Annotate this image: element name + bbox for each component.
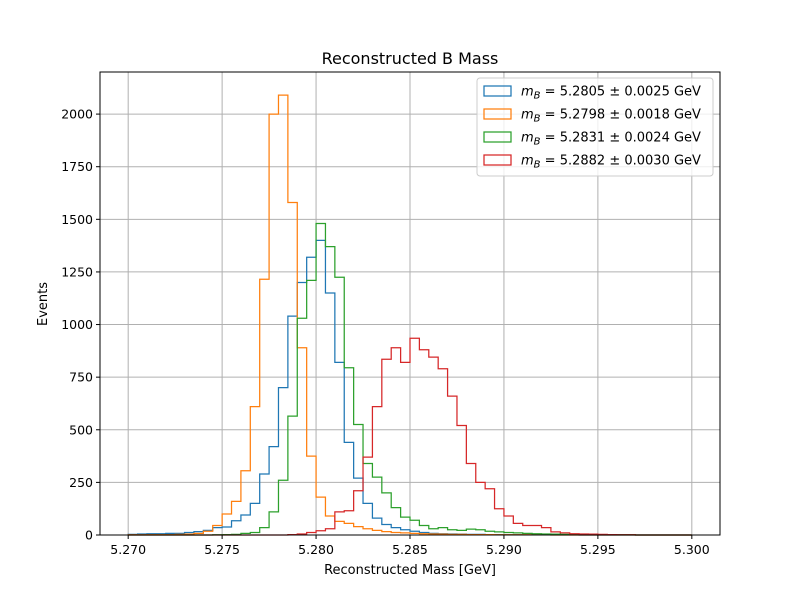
legend-swatch (483, 108, 512, 120)
y-tick-label: 2000 (61, 107, 93, 122)
legend-label: mB = 5.2798 ± 0.0018 GeV (521, 108, 701, 125)
x-tick-label: 5.270 (110, 542, 146, 557)
y-axis-label: Events (36, 282, 51, 326)
y-tick-label: 250 (69, 475, 93, 490)
legend-box (476, 77, 714, 177)
legend-label: mB = 5.2831 ± 0.0024 GeV (521, 131, 701, 148)
legend-swatch (483, 154, 512, 166)
y-tick-label: 500 (69, 422, 93, 437)
legend-swatch (483, 131, 512, 143)
legend-swatch (483, 85, 512, 97)
y-tick-label: 1250 (61, 264, 93, 279)
legend-label: mB = 5.2882 ± 0.0030 GeV (521, 154, 701, 171)
histogram-series-3 (128, 222, 692, 536)
x-tick-label: 5.275 (204, 542, 240, 557)
y-axis-ticks: 0 250 500 750 1000 1250 1500 1750 2000 (61, 107, 100, 543)
x-tick-label: 5.290 (486, 542, 522, 557)
y-tick-label: 1500 (61, 212, 93, 227)
y-tick-label: 750 (69, 370, 93, 385)
x-axis-ticks: 5.270 5.275 5.280 5.285 5.290 5.295 5.300 (110, 535, 710, 557)
y-tick-label: 1000 (61, 317, 93, 332)
x-tick-label: 5.280 (298, 542, 334, 557)
x-tick-label: 5.295 (580, 542, 616, 557)
x-tick-label: 5.300 (674, 542, 710, 557)
legend: mB = 5.2805 ± 0.0025 GeV mB = 5.2798 ± 0.… (476, 77, 714, 177)
y-tick-label: 0 (85, 528, 93, 543)
x-axis-label: Reconstructed Mass [GeV] (324, 563, 496, 578)
x-tick-label: 5.285 (392, 542, 428, 557)
y-tick-label: 1750 (61, 159, 93, 174)
legend-label: mB = 5.2805 ± 0.0025 GeV (521, 85, 701, 102)
chart-title: Reconstructed B Mass (322, 49, 499, 68)
